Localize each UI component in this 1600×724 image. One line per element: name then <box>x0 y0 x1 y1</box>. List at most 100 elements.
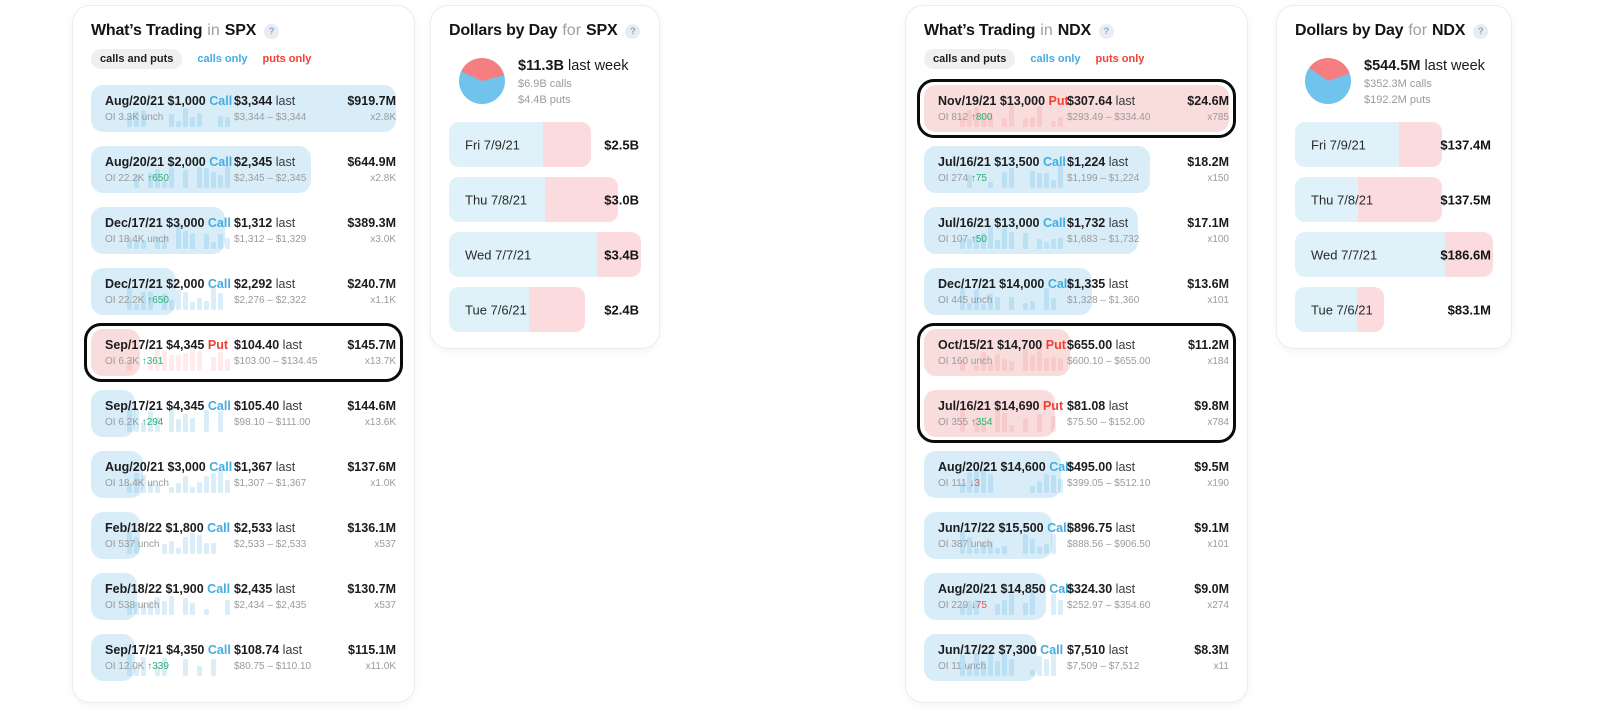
option-row[interactable]: Aug/20/21 $2,000 Call OI 22.2K ↑650 $2,3… <box>91 146 396 193</box>
oi-change: unch <box>147 234 169 245</box>
day-row: Tue 7/6/21 $2.4B <box>449 287 641 332</box>
oi-change: ↑650 <box>147 295 169 306</box>
open-interest: OI 229 ↓75 <box>938 600 987 611</box>
calls-segment <box>1295 287 1358 332</box>
last-price: $7,510 last <box>1067 643 1129 657</box>
day-range: $1,307 – $1,367 <box>234 478 307 489</box>
help-icon[interactable]: ? <box>1098 23 1114 39</box>
day-range: $2,434 – $2,435 <box>234 600 307 611</box>
help-icon[interactable]: ? <box>1473 23 1489 39</box>
option-row[interactable]: Jul/16/21 $13,000 Call OI 107 ↑50 $1,732… <box>924 207 1229 254</box>
side-label: Put <box>207 338 229 352</box>
tab-calls-and-puts[interactable]: calls and puts <box>91 49 183 69</box>
open-interest: OI 12.0K ↑339 <box>105 661 169 672</box>
notional-value: $389.3M <box>347 216 396 230</box>
oi-change: unch <box>970 295 993 306</box>
row-notional-bar <box>924 146 1150 193</box>
calls-segment <box>449 232 597 277</box>
trade-histogram <box>127 223 230 249</box>
option-row[interactable]: Aug/20/21 $1,000 Call OI 3.3K unch $3,34… <box>91 85 396 132</box>
oi-change: ↑354 <box>970 417 993 428</box>
day-value: $83.1M <box>1447 302 1491 317</box>
tab-puts-only[interactable]: puts only <box>262 53 312 65</box>
side-label: Call <box>209 94 233 108</box>
dollars-by-day-spx-card: Dollars by Day for SPX ? $11.3B last wee… <box>430 5 660 349</box>
day-range: $2,276 – $2,322 <box>234 295 307 306</box>
day-range: $600.10 – $655.00 <box>1067 356 1151 367</box>
open-interest: OI 22.2K ↑650 <box>105 295 169 306</box>
option-row[interactable]: Dec/17/21 $3,000 Call OI 18.4K unch $1,3… <box>91 207 396 254</box>
day-bar <box>449 177 618 222</box>
week-calls: $6.9B calls <box>518 78 572 90</box>
contract-label: Aug/20/21 $3,000 Call <box>105 460 233 474</box>
day-bar <box>1295 177 1442 222</box>
oi-change: unch <box>970 356 993 367</box>
option-row[interactable]: Jun/17/22 $7,300 Call OI 11 unch $7,510 … <box>924 634 1229 681</box>
day-value: $137.4M <box>1440 137 1491 152</box>
tab-calls-only[interactable]: calls only <box>197 53 248 65</box>
option-row[interactable]: Jun/17/22 $15,500 Call OI 387 unch $896.… <box>924 512 1229 559</box>
option-row[interactable]: Aug/20/21 $3,000 Call OI 18.4K unch $1,3… <box>91 451 396 498</box>
option-row[interactable]: Feb/18/22 $1,900 Call OI 538 unch $2,435… <box>91 573 396 620</box>
contract-label: Jun/17/22 $15,500 Call <box>938 521 1071 535</box>
week-total: $11.3B last week <box>518 58 629 74</box>
day-range: $98.10 – $111.00 <box>234 417 311 428</box>
trade-histogram <box>960 650 1063 676</box>
last-price: $108.74 last <box>234 643 303 657</box>
option-row[interactable]: Jul/16/21 $14,690 Put OI 355 ↑354 $81.08… <box>924 390 1229 437</box>
oi-change: unch <box>141 112 164 123</box>
notional-value: $136.1M <box>347 521 396 535</box>
row-notional-bar <box>91 573 137 620</box>
last-price: $81.08 last <box>1067 399 1129 413</box>
contract-label: Aug/20/21 $14,600 Call <box>938 460 1073 474</box>
contract-label: Oct/15/21 $14,700 Put <box>938 338 1066 352</box>
day-bars: Fri 7/9/21 $137.4M Thu 7/8/21 $137.5M We… <box>1295 122 1493 332</box>
option-row[interactable]: Dec/17/21 $14,000 Call OI 445 unch $1,33… <box>924 268 1229 315</box>
contract-multiplier: x2.8K <box>370 173 396 184</box>
notional-value: $130.7M <box>347 582 396 596</box>
row-notional-bar <box>91 329 140 376</box>
row-notional-bar <box>924 512 1053 559</box>
open-interest: OI 18.4K unch <box>105 478 169 489</box>
contract-multiplier: x1.1K <box>370 295 396 306</box>
option-row[interactable]: Oct/15/21 $14,700 Put OI 160 unch $655.0… <box>924 329 1229 376</box>
side-label: Call <box>1049 460 1073 474</box>
oi-change: ↑361 <box>141 356 164 367</box>
option-row[interactable]: Aug/20/21 $14,600 Call OI 111 ↓3 $495.00… <box>924 451 1229 498</box>
tab-calls-and-puts[interactable]: calls and puts <box>924 49 1016 69</box>
option-row[interactable]: Sep/17/21 $4,345 Call OI 6.2K ↑294 $105.… <box>91 390 396 437</box>
open-interest: OI 107 ↑50 <box>938 234 987 245</box>
option-row[interactable]: Nov/19/21 $13,000 Put OI 812 ↑800 $307.6… <box>924 85 1229 132</box>
calls-segment <box>449 122 543 167</box>
row-notional-bar <box>91 451 143 498</box>
tab-puts-only[interactable]: puts only <box>1095 53 1145 65</box>
trade-histogram <box>960 284 1063 310</box>
day-range: $888.56 – $906.50 <box>1067 539 1151 550</box>
help-icon[interactable]: ? <box>264 23 280 39</box>
notional-value: $919.7M <box>347 94 396 108</box>
last-price: $1,335 last <box>1067 277 1129 291</box>
open-interest: OI 6.2K ↑294 <box>105 417 164 428</box>
row-notional-bar <box>924 329 1071 376</box>
option-row[interactable]: Feb/18/22 $1,800 Call OI 537 unch $2,533… <box>91 512 396 559</box>
option-row[interactable]: Sep/17/21 $4,345 Put OI 6.3K ↑361 $104.4… <box>91 329 396 376</box>
side-label: Call <box>207 582 231 596</box>
notional-value: $18.2M <box>1187 155 1229 169</box>
contract-multiplier: x785 <box>1207 112 1229 123</box>
help-icon[interactable]: ? <box>625 23 641 39</box>
trade-histogram <box>960 162 1063 188</box>
option-row[interactable]: Sep/17/21 $4,350 Call OI 12.0K ↑339 $108… <box>91 634 396 681</box>
row-notional-bar <box>924 85 1229 132</box>
open-interest: OI 111 ↓3 <box>938 478 980 489</box>
week-puts: $192.2M puts <box>1364 94 1431 106</box>
option-row[interactable]: Jul/16/21 $13,500 Call OI 274 ↑75 $1,224… <box>924 146 1229 193</box>
row-notional-bar <box>924 268 1092 315</box>
option-row[interactable]: Aug/20/21 $14,850 Call OI 229 ↓75 $324.3… <box>924 573 1229 620</box>
last-price: $1,367 last <box>234 460 296 474</box>
panel-title: Dollars by Day <box>1295 22 1404 39</box>
contract-multiplier: x274 <box>1207 600 1229 611</box>
day-range: $1,199 – $1,224 <box>1067 173 1140 184</box>
calls-segment <box>1295 232 1446 277</box>
tab-calls-only[interactable]: calls only <box>1030 53 1081 65</box>
option-row[interactable]: Dec/17/21 $2,000 Call OI 22.2K ↑650 $2,2… <box>91 268 396 315</box>
